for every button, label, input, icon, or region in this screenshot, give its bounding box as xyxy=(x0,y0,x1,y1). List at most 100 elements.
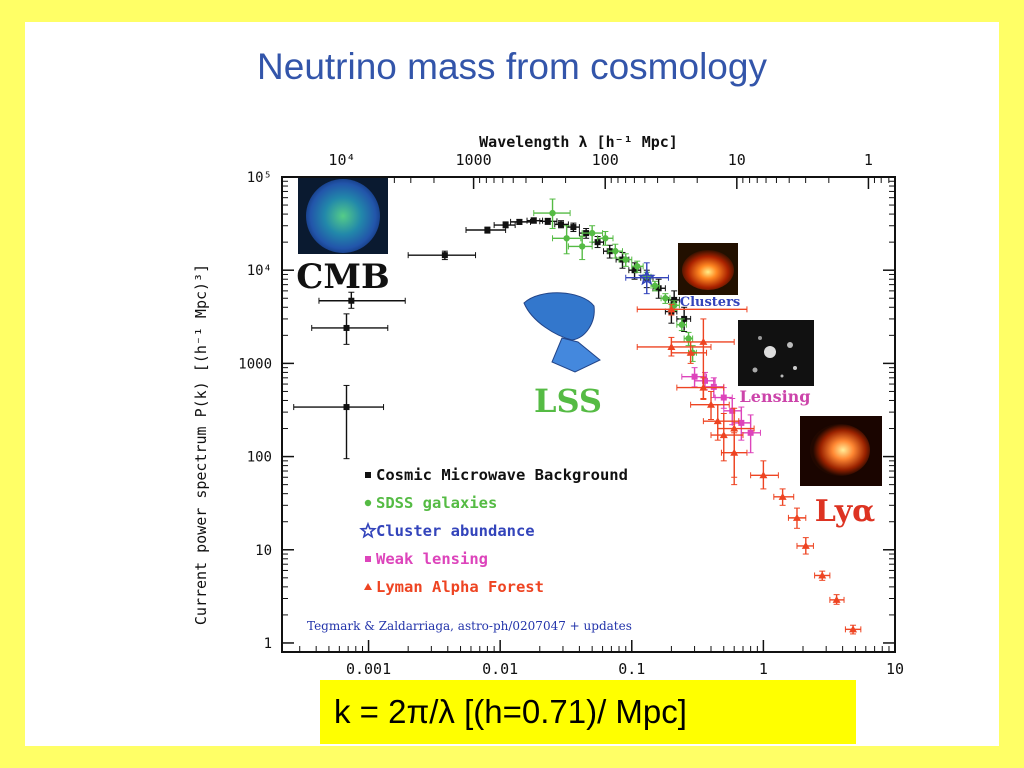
data-point xyxy=(801,541,810,549)
legend: Cosmic Microwave Background SDSS galaxies… xyxy=(359,466,628,596)
data-point xyxy=(558,221,565,228)
y-tick-label: 10⁵ xyxy=(247,170,272,186)
data-point xyxy=(651,282,659,290)
annotation-cmb: CMB xyxy=(296,257,389,297)
data-point xyxy=(759,471,768,479)
y-axis-label: Current power spectrum P(k) [(h⁻¹ Mpc)³] xyxy=(192,264,210,625)
data-point xyxy=(588,229,596,237)
y-tick-label: 10⁴ xyxy=(247,263,272,279)
data-point xyxy=(364,499,372,507)
data-point xyxy=(549,209,556,217)
data-point xyxy=(516,218,523,225)
formula-text: k = 2π/λ [(h=0.71)/ Mpc] xyxy=(334,693,687,730)
lss-survey-wedge-image xyxy=(523,292,601,373)
data-point xyxy=(792,513,801,521)
data-point xyxy=(365,556,371,562)
cmb-sky-map-image xyxy=(298,178,388,254)
data-point xyxy=(832,595,841,603)
data-point xyxy=(701,377,708,384)
data-point xyxy=(747,429,754,436)
data-point xyxy=(710,383,717,390)
data-point xyxy=(699,337,708,345)
data-point xyxy=(818,571,827,579)
data-point xyxy=(720,394,727,401)
top-tick-label: 100 xyxy=(592,151,619,169)
legend-entry: Cosmic Microwave Background xyxy=(376,466,628,484)
legend-entry: Weak lensing xyxy=(376,550,488,568)
data-point xyxy=(671,296,678,303)
legend-entry: Cluster abundance xyxy=(376,522,535,540)
text-layer: 0.001 0.01 0.1 1 10 1 10 100 1000 10⁴ 10⁵ 10⁴ 1000 10… xyxy=(192,133,904,678)
data-point xyxy=(667,305,676,313)
galaxy-cluster-image xyxy=(678,243,738,295)
data-point xyxy=(484,226,491,233)
data-point xyxy=(359,521,377,539)
data-point xyxy=(502,222,509,229)
data-point xyxy=(713,417,722,425)
data-point xyxy=(343,324,350,331)
annotation-lss: LSS xyxy=(534,382,602,420)
data-point xyxy=(570,224,577,231)
data-point xyxy=(530,217,537,224)
y-tick-label: 1 xyxy=(264,636,272,652)
data-point xyxy=(638,268,656,286)
data-point xyxy=(602,235,609,242)
data-point xyxy=(685,335,692,342)
data-point xyxy=(343,404,350,411)
data-point xyxy=(364,583,372,590)
plot-frame xyxy=(281,176,896,653)
data-point xyxy=(691,373,698,380)
data-point xyxy=(631,267,638,274)
data-point xyxy=(634,263,641,270)
data-point xyxy=(719,431,728,439)
data-point xyxy=(544,218,551,225)
data-point xyxy=(594,239,601,246)
data-point xyxy=(738,419,745,426)
series-cluster-abundance xyxy=(625,262,669,295)
data-point xyxy=(778,492,787,500)
y-tick-label: 100 xyxy=(247,450,272,466)
legend-entry: SDSS galaxies xyxy=(376,494,497,512)
data-point xyxy=(441,252,448,259)
data-point xyxy=(699,383,708,391)
y-tick-label: 1000 xyxy=(238,356,272,372)
data-point xyxy=(667,342,676,350)
data-point xyxy=(678,321,686,328)
slide-title: Neutrino mass from cosmology xyxy=(257,46,767,87)
data-point xyxy=(849,625,858,633)
slide-background xyxy=(25,22,999,746)
data-point xyxy=(348,297,355,304)
data-point xyxy=(686,348,695,356)
top-tick-label: 1 xyxy=(864,151,873,169)
top-tick-label: 10⁴ xyxy=(328,151,355,169)
data-point xyxy=(730,424,739,432)
citation: Tegmark & Zaldarriaga, astro-ph/0207047 … xyxy=(307,619,632,633)
series-lyman-alpha-forest xyxy=(636,303,862,635)
data-point xyxy=(365,472,371,478)
data-point xyxy=(563,235,570,242)
top-tick-label: 10 xyxy=(728,151,746,169)
data-point xyxy=(612,247,619,255)
gravitational-lensing-image xyxy=(738,320,814,386)
annotation-lensing: Lensing xyxy=(740,387,811,406)
data-point xyxy=(707,400,716,408)
data-point xyxy=(670,302,678,309)
x-tick-label: 0.01 xyxy=(482,660,518,678)
x-tick-label: 0.1 xyxy=(618,660,645,678)
data-point xyxy=(655,285,662,292)
top-axis-label: Wavelength λ [h⁻¹ Mpc] xyxy=(479,133,678,151)
data-point xyxy=(578,243,586,250)
data-layer xyxy=(293,198,862,635)
top-tick-label: 1000 xyxy=(456,151,492,169)
annotation-ly: Lyα xyxy=(815,494,876,529)
y-tick-label: 10 xyxy=(255,543,272,559)
x-tick-label: 1 xyxy=(759,660,768,678)
formula-box: k = 2π/λ [(h=0.71)/ Mpc] xyxy=(320,680,856,744)
inset-images xyxy=(298,178,882,486)
lyman-alpha-image xyxy=(800,416,882,486)
annotation-clusters: Clusters xyxy=(680,295,741,310)
data-point xyxy=(662,295,669,302)
data-point xyxy=(730,448,739,456)
legend-entry: Lyman Alpha Forest xyxy=(376,578,544,596)
